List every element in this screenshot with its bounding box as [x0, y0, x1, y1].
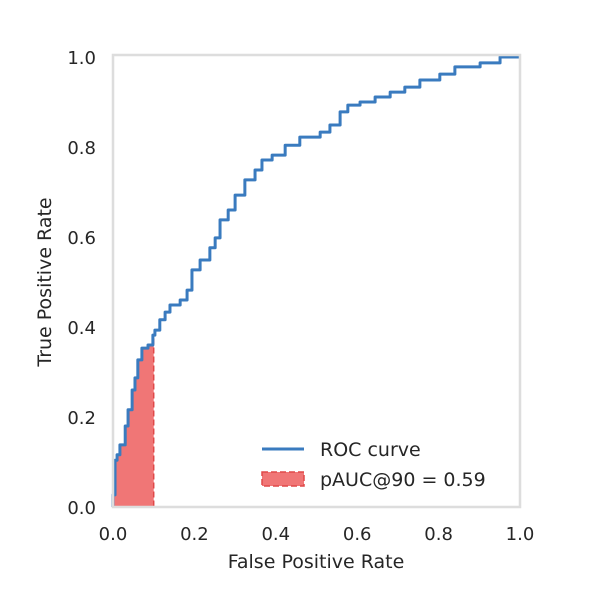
y-tick-labels: 0.0 0.2 0.4 0.6 0.8 1.0	[67, 48, 96, 519]
y-tick-label: 0.0	[67, 498, 96, 519]
x-axis-label: False Positive Rate	[228, 551, 405, 573]
y-tick-label: 0.8	[67, 138, 96, 159]
y-tick-label: 0.2	[67, 408, 96, 429]
y-tick-label: 1.0	[67, 48, 96, 69]
x-tick-label: 0.0	[99, 524, 128, 545]
legend-pauc-label: pAUC@90 = 0.59	[320, 469, 486, 491]
y-tick-label: 0.4	[67, 318, 96, 339]
roc-curve-line	[111, 55, 520, 507]
plot-frame	[111, 53, 522, 509]
x-tick-label: 0.4	[261, 524, 290, 545]
x-tick-label: 0.6	[343, 524, 372, 545]
x-tick-label: 0.8	[424, 524, 453, 545]
x-tick-label: 0.2	[180, 524, 209, 545]
x-tick-label: 1.0	[506, 524, 535, 545]
y-tick-label: 0.6	[67, 228, 96, 249]
legend: ROC curve pAUC@90 = 0.59	[261, 439, 486, 491]
pauc-shaded-region	[112, 334, 155, 508]
y-axis-label: True Positive Rate	[34, 197, 56, 367]
roc-line-layer	[111, 55, 520, 507]
legend-pauc-swatch	[261, 471, 305, 487]
x-tick-labels: 0.0 0.2 0.4 0.6 0.8 1.0	[99, 524, 535, 545]
pauc-region-layer	[112, 334, 155, 508]
legend-roc-label: ROC curve	[320, 439, 421, 461]
